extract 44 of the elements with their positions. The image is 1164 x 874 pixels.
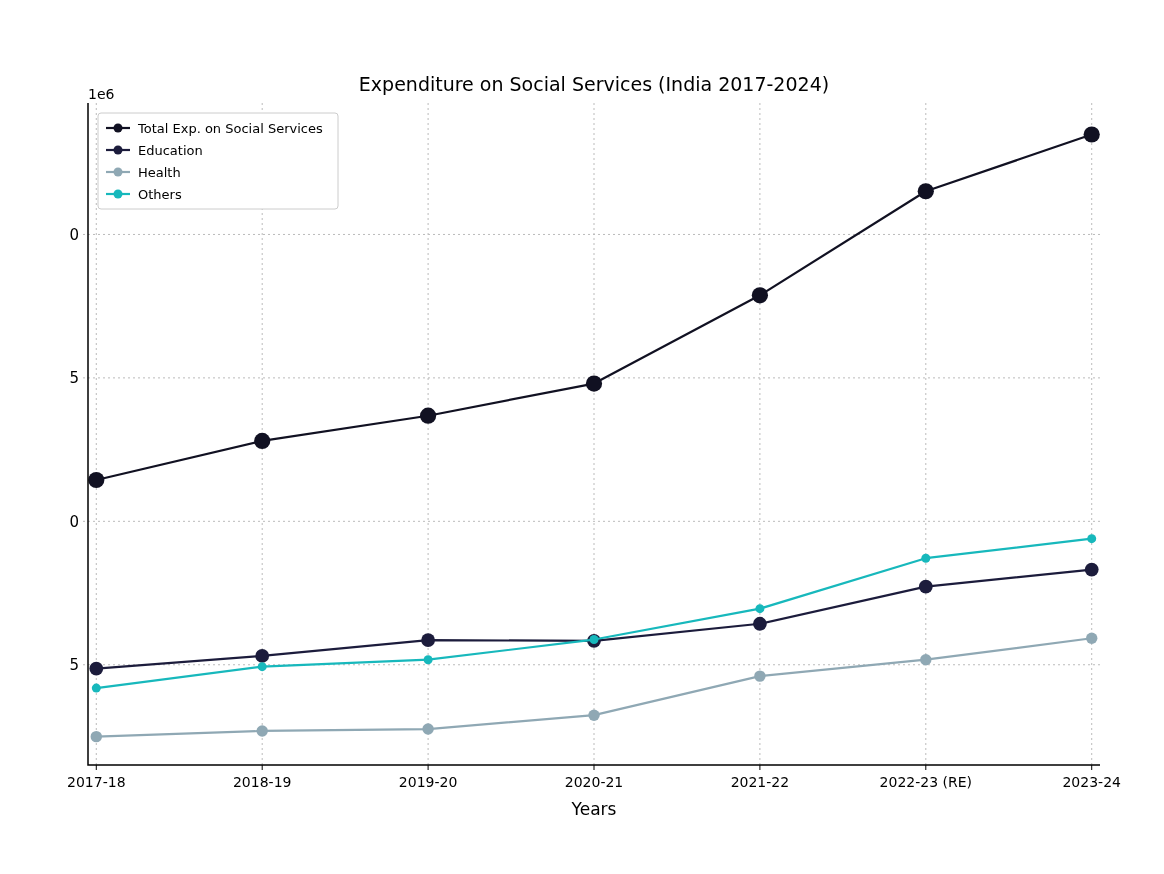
point bbox=[90, 730, 102, 743]
point bbox=[1087, 534, 1097, 544]
point bbox=[423, 655, 433, 665]
legend-label: Education bbox=[138, 142, 203, 158]
chart-title: Expenditure on Social Services (India 2017-2024) bbox=[358, 73, 830, 95]
text: 0 bbox=[69, 512, 79, 531]
point bbox=[91, 683, 101, 693]
text: 5 bbox=[69, 369, 79, 388]
point bbox=[920, 654, 932, 666]
x-tick-label: 2020-21 bbox=[564, 774, 624, 790]
point bbox=[921, 553, 931, 563]
x-axis-title: Years bbox=[570, 799, 617, 819]
point bbox=[588, 709, 600, 721]
point bbox=[1083, 126, 1100, 143]
point bbox=[751, 287, 768, 304]
point bbox=[256, 725, 268, 737]
point bbox=[257, 662, 267, 672]
point bbox=[585, 375, 603, 392]
point bbox=[422, 723, 434, 735]
point bbox=[89, 661, 104, 676]
point bbox=[754, 670, 766, 682]
point bbox=[917, 183, 934, 200]
point bbox=[255, 649, 270, 663]
x-tick-label: 2023-24 bbox=[1062, 774, 1122, 790]
x-tick-label: 2019-20 bbox=[398, 774, 458, 790]
point bbox=[421, 633, 435, 648]
legend-label: Health bbox=[138, 164, 181, 180]
legend-label: Total Exp. on Social Services bbox=[137, 120, 323, 136]
point bbox=[1086, 632, 1098, 644]
point bbox=[254, 432, 271, 450]
x-tick-label: 2022-23 (RE) bbox=[879, 774, 973, 790]
point bbox=[420, 407, 437, 424]
x-tick-label: 2021-22 bbox=[730, 774, 790, 790]
point bbox=[1084, 562, 1099, 577]
point bbox=[755, 604, 765, 614]
legend-label: Others bbox=[138, 186, 182, 202]
x-tick-label: 2017-18 bbox=[67, 774, 126, 790]
text: 1e6 bbox=[88, 86, 115, 102]
point bbox=[88, 471, 105, 489]
point bbox=[753, 616, 767, 631]
point bbox=[918, 579, 933, 594]
text: 5 bbox=[69, 656, 79, 674]
text: 0 bbox=[69, 225, 79, 244]
x-tick-label: 2018-19 bbox=[232, 774, 292, 790]
